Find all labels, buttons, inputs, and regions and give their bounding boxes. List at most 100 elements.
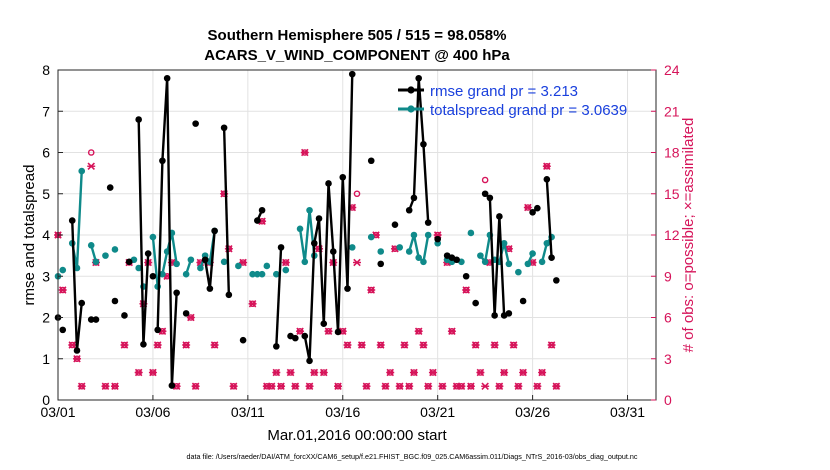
obs-assimilated-marker: [120, 341, 129, 349]
totalspread-point: [73, 264, 81, 272]
y2-tick-label: 12: [664, 227, 680, 243]
y2-axis-label: # of obs: o=possible; ×=assimilated: [680, 118, 697, 353]
obs-assimilated-marker: [281, 258, 290, 267]
rmse-point: [481, 190, 489, 198]
rmse-point: [111, 297, 119, 305]
rmse-point: [106, 184, 114, 191]
y2-tick-label: 18: [664, 145, 680, 161]
obs-assimilated-marker: [305, 382, 314, 391]
rmse-line: [222, 127, 231, 295]
totalspread-point: [263, 262, 271, 270]
rmse-point: [424, 219, 432, 226]
y-tick-label: 2: [42, 310, 50, 326]
rmse-point: [211, 227, 218, 235]
totalspread-point: [538, 258, 546, 266]
rmse-point: [92, 316, 100, 323]
obs-assimilated-marker: [481, 382, 490, 391]
rmse-point: [87, 316, 95, 323]
y2-tick-label: 9: [664, 268, 672, 284]
y2-tick-label: 24: [664, 62, 680, 78]
rmse-point: [168, 382, 176, 389]
obs-assimilated-marker: [471, 341, 480, 349]
obs-assimilated-marker: [395, 382, 404, 391]
y-tick-label: 0: [42, 392, 50, 408]
legend-rmse-marker: [407, 86, 415, 94]
rmse-point: [163, 74, 171, 82]
obs-assimilated-marker: [210, 341, 219, 349]
obs-assimilated-marker: [547, 341, 556, 349]
obs-assimilated-marker: [286, 368, 295, 377]
obs-assimilated-marker: [324, 327, 333, 336]
x-tick-label: 03/16: [325, 404, 360, 420]
totalspread-point: [220, 258, 228, 266]
totalspread-point: [515, 268, 522, 276]
rmse-point: [315, 215, 323, 222]
obs-assimilated-marker: [405, 382, 414, 391]
obs-assimilated-marker: [296, 327, 305, 336]
totalspread-point: [282, 266, 290, 274]
x-tick-label: 03/11: [231, 404, 265, 420]
totalspread-point: [415, 254, 422, 261]
obs-possible-marker: [353, 190, 361, 198]
rmse-point: [405, 206, 413, 214]
obs-assimilated-marker: [514, 382, 523, 391]
obs-assimilated-marker: [424, 382, 433, 391]
obs-assimilated-marker: [310, 368, 319, 377]
totalspread-point: [377, 248, 385, 255]
totalspread-point: [477, 252, 484, 259]
rmse-point: [140, 341, 147, 348]
rmse-point: [415, 74, 422, 82]
obs-assimilated-marker: [462, 286, 471, 294]
y-axis-label: rmse and totalspread: [21, 165, 38, 306]
y2-tick-label: 0: [664, 392, 672, 408]
obs-assimilated-marker: [490, 341, 499, 349]
obs-assimilated-marker: [519, 368, 528, 377]
totalspread-point: [500, 239, 508, 247]
obs-assimilated-marker: [495, 382, 504, 391]
rmse-point: [149, 272, 157, 280]
y-tick-label: 8: [42, 62, 50, 78]
x-tick-label: 03/06: [135, 404, 170, 420]
totalspread-point: [505, 260, 513, 268]
rmse-point: [306, 357, 313, 365]
obs-assimilated-marker: [357, 341, 366, 349]
rmse-point: [329, 248, 337, 255]
obs-assimilated-marker: [400, 341, 409, 349]
rmse-point: [339, 173, 347, 181]
totalspread-line: [151, 236, 159, 287]
obs-assimilated-marker: [291, 382, 300, 391]
obs-assimilated-marker: [353, 258, 361, 267]
totalspread-point: [529, 250, 536, 257]
totalspread-point: [135, 264, 142, 272]
y2-tick-label: 6: [664, 310, 672, 326]
totalspread-point: [149, 233, 157, 241]
rmse-point: [310, 239, 318, 247]
rmse-point: [325, 180, 332, 187]
y-tick-label: 5: [42, 186, 50, 202]
rmse-line: [71, 220, 83, 352]
obs-assimilated-marker: [319, 368, 328, 377]
totalspread-point: [235, 262, 242, 270]
obs-assimilated-marker: [68, 341, 77, 349]
obs-assimilated-marker: [466, 382, 475, 391]
obs-assimilated-marker: [153, 341, 162, 349]
totalspread-point: [182, 270, 190, 278]
obs-assimilated-marker: [409, 368, 418, 377]
footnote: data file: /Users/raeder/DAI/ATM_forcXX/…: [187, 452, 638, 461]
totalspread-point: [173, 260, 180, 268]
obs-assimilated-marker: [538, 368, 547, 377]
obs-assimilated-marker: [362, 382, 371, 391]
x-tick-label: 03/26: [515, 404, 550, 420]
y-tick-label: 4: [42, 227, 50, 243]
obs-assimilated-marker: [148, 368, 157, 377]
obs-assimilated-marker: [419, 341, 428, 349]
obs-assimilated-marker: [367, 286, 376, 294]
rmse-point: [254, 217, 261, 224]
obs-assimilated-marker: [77, 382, 86, 391]
totalspread-point: [78, 167, 86, 175]
rmse-point: [519, 297, 527, 305]
rmse-point: [201, 256, 209, 264]
rmse-point: [301, 332, 309, 340]
obs-assimilated-marker: [277, 382, 286, 391]
